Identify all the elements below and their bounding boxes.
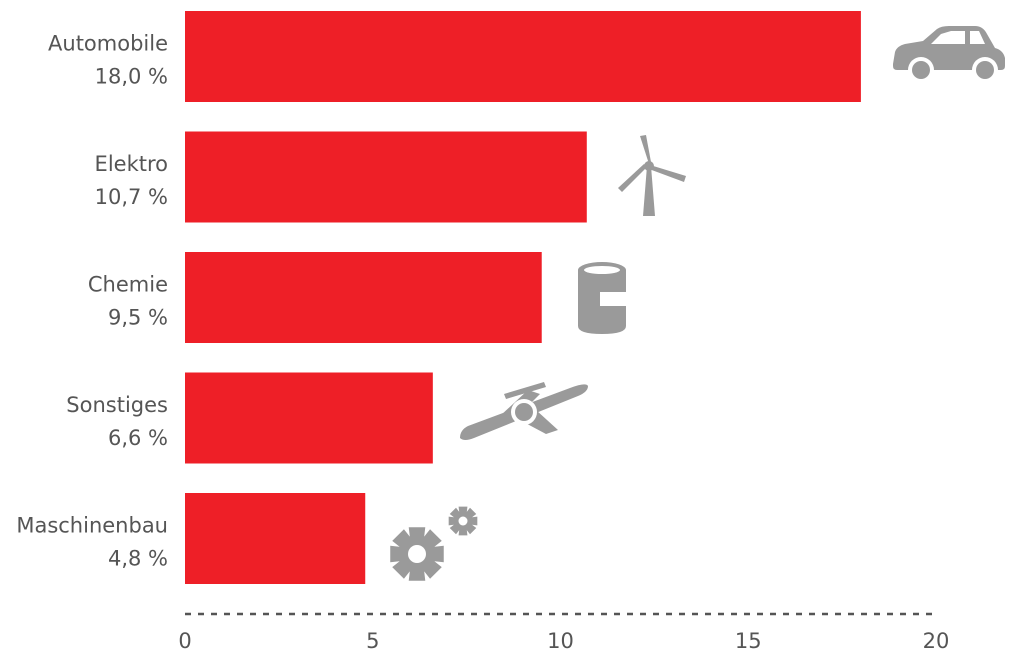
wind-turbine-icon	[618, 135, 686, 216]
bars-group	[185, 11, 861, 584]
category-label-maschinenbau: Maschinenbau	[16, 514, 168, 538]
value-label-sonstiges: 6,6 %	[108, 426, 168, 450]
x-tick-label-20: 20	[923, 629, 950, 653]
x-tick-label-5: 5	[366, 629, 379, 653]
bar-automobile	[185, 11, 861, 102]
category-labels-group: Automobile 18,0 % Elektro 10,7 % Chemie 9,5 %…	[16, 32, 168, 571]
category-label-sonstiges: Sonstiges	[66, 393, 168, 417]
value-label-chemie: 9,5 %	[108, 306, 168, 330]
category-label-automobile: Automobile	[48, 32, 168, 56]
x-tick-label-0: 0	[178, 629, 191, 653]
barrel-icon	[578, 262, 626, 334]
car-icon	[893, 26, 1005, 83]
value-label-maschinenbau: 4,8 %	[108, 547, 168, 571]
x-tick-labels-group: 0 5 10 15 20	[178, 629, 949, 653]
x-tick-label-10: 10	[547, 629, 574, 653]
bar-maschinenbau	[185, 493, 366, 584]
category-label-chemie: Chemie	[88, 273, 168, 297]
gears-icon	[390, 506, 478, 581]
icons-group	[390, 26, 1005, 581]
category-label-elektro: Elektro	[95, 152, 168, 176]
airplane-icon	[460, 382, 588, 440]
bar-sonstiges	[185, 372, 433, 464]
x-tick-label-15: 15	[735, 629, 762, 653]
value-label-automobile: 18,0 %	[95, 65, 168, 89]
bar-chemie	[185, 252, 542, 343]
value-label-elektro: 10,7 %	[95, 185, 168, 209]
bar-elektro	[185, 131, 587, 223]
